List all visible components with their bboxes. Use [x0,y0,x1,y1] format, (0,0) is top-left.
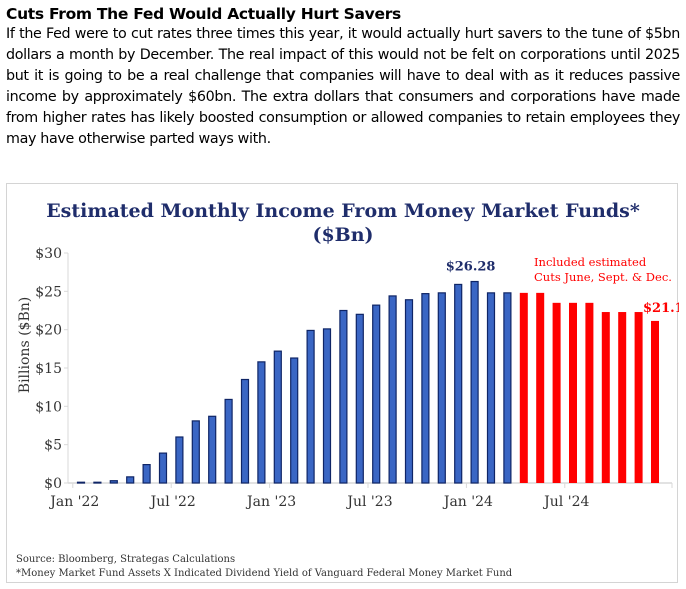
footnote-definition: *Money Market Fund Assets X Indicated Di… [16,568,513,579]
x-tick-label: Jan '24 [442,494,493,510]
bar-actual [191,420,200,484]
bar-estimated [552,302,561,483]
cuts-note-line1: Included estimated [534,255,647,269]
bar-actual [388,295,397,484]
bar-actual [76,481,86,484]
y-tick-label: $0 [44,476,62,492]
cuts-note-line2: Cuts June, Sept. & Dec. [534,270,672,284]
y-tick-label: $5 [44,438,62,454]
bar-actual [175,436,184,484]
bar-estimated [585,302,594,483]
y-tick-label: $15 [35,361,62,377]
latest-estimate-label: $21.14 [643,301,679,316]
bar-estimated [601,312,610,483]
y-axis-label: Billions ($Bn) [17,297,33,393]
y-tick-label: $10 [35,399,62,415]
bar-actual [322,328,332,484]
chart-title: Estimated Monthly Income From Money Mark… [46,200,640,222]
bar-actual [339,309,348,484]
bar-actual [109,480,118,484]
footnote-source: Source: Bloomberg, Strategas Calculation… [16,554,235,565]
bar-actual [257,361,266,484]
bar-estimated [569,302,577,483]
bar-actual [240,378,250,484]
article-body: If the Fed were to cut rates three times… [6,26,680,147]
x-tick-label: Jul '23 [345,494,392,510]
x-tick-label: Jan '23 [245,494,296,510]
bar-actual [224,398,233,484]
bar-estimated [634,312,643,483]
y-tick-label: $20 [35,323,62,339]
chart-container: Estimated Monthly Income From Money Mark… [6,183,679,583]
x-tick-label: Jan '22 [48,494,99,510]
bar-actual [208,415,217,484]
x-axis: Jan '22 Jul '22 Jan '23 Jul '23 Jan '24 Jul '… [48,482,673,510]
bar-estimated [651,320,659,483]
bar-actual [126,476,135,484]
bar-actual [470,280,479,484]
bar-actual [372,304,381,484]
bar-estimated [536,292,545,483]
y-axis: $0 $5 $10 $15 $20 $25 $30 [35,246,69,492]
y-tick-label: $30 [35,246,62,262]
bar-actual [437,292,446,484]
bars [76,280,659,484]
article: Cuts From The Fed Would Actually Hurt Sa… [6,4,680,150]
bar-actual [273,350,282,484]
x-tick-label: Jul '22 [149,494,196,510]
bar-actual [306,329,315,484]
bar-actual [290,357,299,484]
bar-actual [421,293,430,484]
chart-subtitle: ($Bn) [312,224,373,246]
bar-estimated [519,292,528,483]
money-market-income-chart: Estimated Monthly Income From Money Mark… [16,200,679,579]
bar-actual [503,292,512,484]
bar-actual [142,464,151,484]
bar-actual [404,299,414,484]
bar-actual [486,292,496,484]
bar-actual [454,283,463,484]
article-headline: Cuts From The Fed Would Actually Hurt Sa… [6,5,401,23]
x-tick-label: Jul '24 [542,494,589,510]
bar-estimated [618,312,627,483]
bar-actual [355,313,364,484]
bar-actual [93,481,102,484]
bar-actual [158,452,168,484]
y-tick-label: $25 [35,284,62,300]
peak-value-label: $26.28 [446,260,496,275]
